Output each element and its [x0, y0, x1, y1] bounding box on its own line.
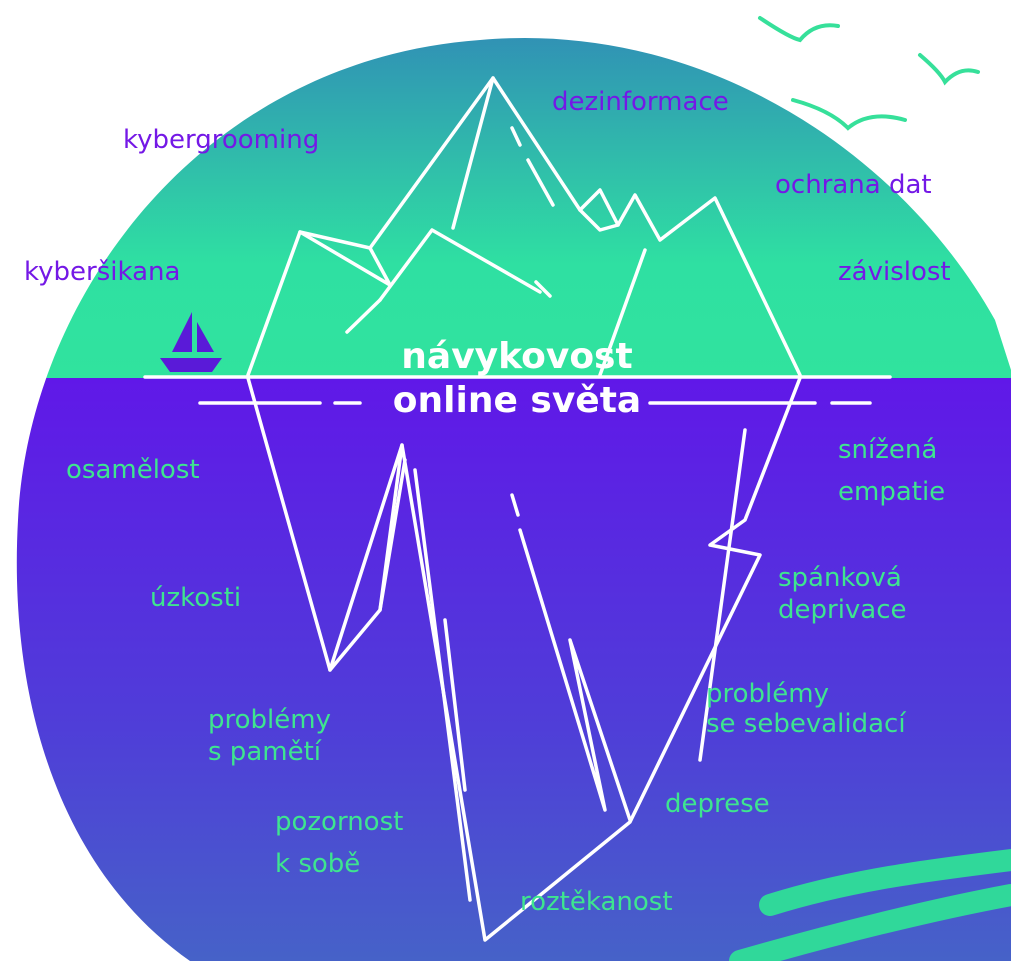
center-title: návykovost: [401, 336, 632, 377]
below-water-label: roztěkanost: [520, 887, 673, 917]
below-water-label: problémy: [208, 705, 331, 735]
above-water-label: ochrana dat: [775, 170, 932, 200]
below-water-label: úzkosti: [150, 583, 241, 613]
below-water-label: se sebevalidací: [706, 709, 906, 739]
below-water-label: snížená: [838, 435, 937, 465]
below-water-label: spánková: [778, 563, 902, 593]
below-water-label: deprese: [665, 789, 770, 819]
above-water-label: závislost: [838, 257, 951, 287]
iceberg-infographic: kybergrooming dezinformace ochrana dat kybe…: [0, 0, 1011, 961]
above-water-label: kyberšikana: [24, 257, 180, 287]
birds: [760, 18, 978, 128]
below-water-label: deprivace: [778, 595, 907, 625]
above-water-label: dezinformace: [552, 87, 729, 117]
below-water-label: empatie: [838, 477, 945, 507]
above-water-label: kybergrooming: [123, 125, 319, 155]
below-water-label: problémy: [706, 679, 829, 709]
below-water-label: k sobě: [275, 849, 360, 879]
below-water-label: pozornost: [275, 807, 403, 837]
below-water-label: s pamětí: [208, 737, 322, 767]
center-title: online světa: [393, 380, 641, 421]
below-water-label: osamělost: [66, 455, 200, 485]
